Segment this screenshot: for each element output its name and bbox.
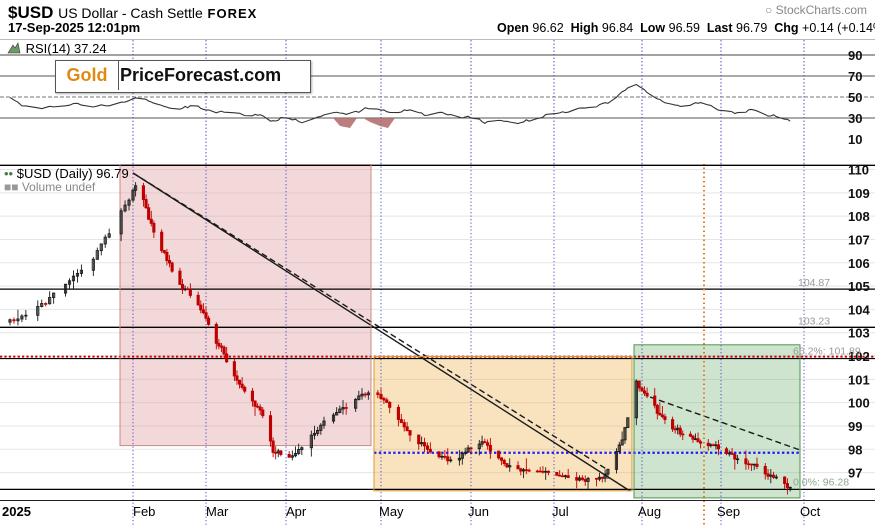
svg-text:107: 107: [848, 232, 870, 247]
svg-text:70: 70: [848, 69, 862, 84]
svg-text:98: 98: [848, 442, 862, 457]
svg-text:30: 30: [848, 111, 862, 126]
svg-text:109: 109: [848, 186, 870, 201]
svg-text:50: 50: [848, 90, 862, 105]
svg-text:103.23: 103.23: [798, 315, 830, 327]
svg-text:106: 106: [848, 256, 870, 271]
svg-text:104.87: 104.87: [798, 277, 830, 289]
svg-text:99: 99: [848, 419, 862, 434]
svg-text:90: 90: [848, 48, 862, 63]
svg-text:103: 103: [848, 326, 870, 341]
svg-text:104: 104: [848, 302, 870, 317]
svg-text:108: 108: [848, 209, 870, 224]
svg-text:100: 100: [848, 396, 870, 411]
svg-text:97: 97: [848, 466, 862, 481]
svg-text:10: 10: [848, 132, 862, 147]
svg-text:105: 105: [848, 279, 870, 294]
svg-text:0.0%: 96.28: 0.0%: 96.28: [793, 476, 849, 488]
svg-text:101: 101: [848, 372, 870, 387]
svg-text:66.2%: 101.89: 66.2%: 101.89: [793, 346, 861, 358]
